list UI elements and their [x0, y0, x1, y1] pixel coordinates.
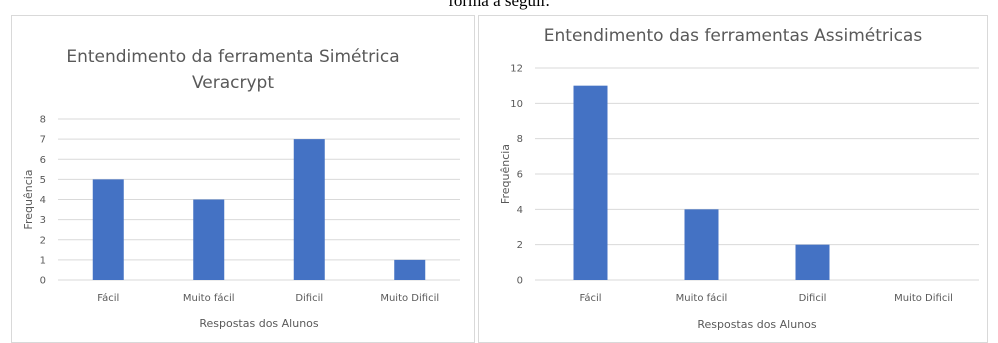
bar-muito-fácil: [193, 199, 225, 280]
chart-panel-simetrica: Entendimento da ferramenta Simétrica Vera…: [11, 15, 475, 343]
chart-simetrica: Entendimento da ferramenta Simétrica Vera…: [22, 47, 460, 330]
x-axis-title: Respostas dos Alunos: [697, 318, 817, 331]
y-tick-label: 8: [517, 134, 523, 145]
y-tick-label: 7: [40, 135, 46, 146]
bar-fácil: [92, 179, 124, 280]
chart-title-line: Veracrypt: [192, 73, 274, 93]
y-axis-title: Frequência: [499, 144, 512, 204]
x-category-label: Dificil: [295, 293, 323, 304]
y-tick-label: 3: [40, 215, 46, 226]
bar-muito-dificil: [394, 259, 426, 280]
chart-assimetricas: Entendimento das ferramentas Assimétrica…: [499, 26, 979, 331]
y-tick-label: 2: [517, 240, 523, 251]
y-tick-label: 1: [40, 255, 46, 266]
y-tick-label: 10: [510, 99, 523, 110]
x-category-label: Fácil: [579, 292, 601, 304]
bar-dificil: [795, 244, 830, 280]
page-caption: forma a seguir.: [448, 0, 550, 10]
y-tick-label: 6: [517, 170, 523, 181]
x-category-label: Muito Dificil: [380, 293, 439, 304]
x-category-label: Muito fácil: [183, 292, 235, 304]
bar-dificil: [293, 139, 325, 280]
bar-fácil: [573, 85, 608, 281]
chart-title-line: Entendimento das ferramentas Assimétrica…: [544, 26, 923, 46]
y-tick-label: 4: [517, 205, 523, 216]
y-tick-label: 0: [40, 276, 46, 287]
x-axis-title: Respostas dos Alunos: [199, 317, 319, 330]
x-category-label: Muito Dificil: [894, 293, 953, 304]
y-tick-label: 12: [510, 64, 523, 75]
x-category-label: Fácil: [97, 292, 119, 304]
chart-title-line: Entendimento da ferramenta Simétrica: [66, 47, 399, 67]
chart-panel-assimetricas: Entendimento das ferramentas Assimétrica…: [478, 15, 988, 343]
y-tick-label: 5: [40, 175, 46, 186]
y-tick-label: 6: [40, 155, 46, 166]
y-tick-label: 4: [40, 195, 46, 206]
y-tick-label: 2: [40, 235, 46, 246]
x-category-label: Muito fácil: [676, 292, 728, 304]
y-tick-label: 8: [40, 115, 46, 126]
y-tick-label: 0: [517, 276, 523, 287]
y-axis-title: Frequência: [22, 169, 35, 229]
x-category-label: Dificil: [799, 293, 827, 304]
bar-muito-fácil: [684, 209, 719, 280]
